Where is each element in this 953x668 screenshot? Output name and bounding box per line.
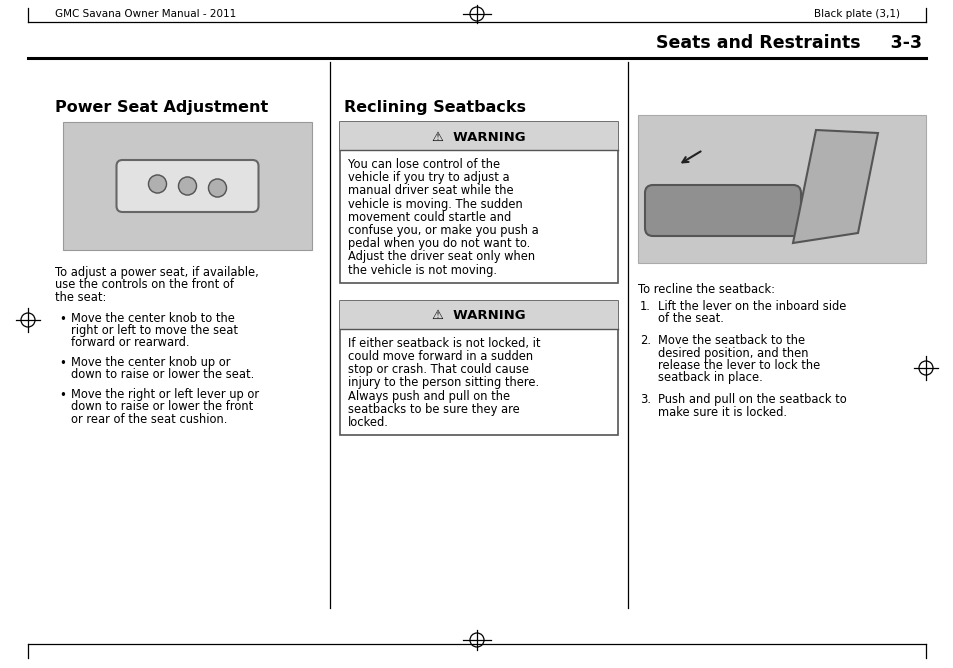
Text: down to raise or lower the seat.: down to raise or lower the seat. <box>71 369 254 381</box>
Text: forward or rearward.: forward or rearward. <box>71 337 190 349</box>
Text: •: • <box>59 389 66 402</box>
Text: seatbacks to be sure they are: seatbacks to be sure they are <box>348 403 519 415</box>
Text: GMC Savana Owner Manual - 2011: GMC Savana Owner Manual - 2011 <box>55 9 236 19</box>
Text: Seats and Restraints     3-3: Seats and Restraints 3-3 <box>656 34 921 52</box>
Circle shape <box>149 175 167 193</box>
Text: 3.: 3. <box>639 393 650 406</box>
Text: use the controls on the front of: use the controls on the front of <box>55 279 233 291</box>
Text: stop or crash. That could cause: stop or crash. That could cause <box>348 363 529 376</box>
Polygon shape <box>792 130 877 243</box>
Text: To recline the seatback:: To recline the seatback: <box>638 283 774 296</box>
Bar <box>339 122 618 283</box>
Text: pedal when you do not want to.: pedal when you do not want to. <box>348 237 530 250</box>
Text: •: • <box>59 313 66 325</box>
Text: Move the center knob up or: Move the center knob up or <box>71 356 231 369</box>
Text: movement could startle and: movement could startle and <box>348 211 511 224</box>
Text: release the lever to lock the: release the lever to lock the <box>658 359 820 372</box>
Text: manual driver seat while the: manual driver seat while the <box>348 184 513 198</box>
Text: make sure it is locked.: make sure it is locked. <box>658 405 786 418</box>
Text: ⚠  WARNING: ⚠ WARNING <box>432 309 525 322</box>
FancyBboxPatch shape <box>116 160 258 212</box>
Text: down to raise or lower the front: down to raise or lower the front <box>71 401 253 413</box>
Text: seatback in place.: seatback in place. <box>658 371 762 385</box>
Circle shape <box>209 179 226 197</box>
Text: Always push and pull on the: Always push and pull on the <box>348 389 510 403</box>
Circle shape <box>178 177 196 195</box>
Bar <box>339 301 618 435</box>
Text: locked.: locked. <box>348 416 389 429</box>
Text: Move the seatback to the: Move the seatback to the <box>658 334 804 347</box>
Bar <box>339 301 618 329</box>
Text: Lift the lever on the inboard side: Lift the lever on the inboard side <box>658 300 845 313</box>
Text: To adjust a power seat, if available,: To adjust a power seat, if available, <box>55 266 258 279</box>
Text: •: • <box>59 357 66 370</box>
FancyBboxPatch shape <box>644 185 801 236</box>
Text: 1.: 1. <box>639 300 650 313</box>
Bar <box>339 122 618 150</box>
Text: Adjust the driver seat only when: Adjust the driver seat only when <box>348 250 535 263</box>
Text: vehicle if you try to adjust a: vehicle if you try to adjust a <box>348 171 509 184</box>
Text: Move the right or left lever up or: Move the right or left lever up or <box>71 388 259 401</box>
Text: 2.: 2. <box>639 334 650 347</box>
Text: the seat:: the seat: <box>55 291 107 304</box>
Bar <box>63 122 312 250</box>
Text: You can lose control of the: You can lose control of the <box>348 158 499 171</box>
Text: Power Seat Adjustment: Power Seat Adjustment <box>55 100 268 115</box>
Text: right or left to move the seat: right or left to move the seat <box>71 324 237 337</box>
Text: desired position, and then: desired position, and then <box>658 347 807 359</box>
Text: Move the center knob to the: Move the center knob to the <box>71 311 234 325</box>
Text: vehicle is moving. The sudden: vehicle is moving. The sudden <box>348 198 522 210</box>
Text: confuse you, or make you push a: confuse you, or make you push a <box>348 224 538 237</box>
Text: of the seat.: of the seat. <box>658 313 723 325</box>
Text: If either seatback is not locked, it: If either seatback is not locked, it <box>348 337 540 350</box>
Text: injury to the person sitting there.: injury to the person sitting there. <box>348 376 538 389</box>
Text: the vehicle is not moving.: the vehicle is not moving. <box>348 264 497 277</box>
Text: could move forward in a sudden: could move forward in a sudden <box>348 350 533 363</box>
Text: ⚠  WARNING: ⚠ WARNING <box>432 130 525 144</box>
Text: Reclining Seatbacks: Reclining Seatbacks <box>344 100 525 115</box>
Text: Black plate (3,1): Black plate (3,1) <box>813 9 899 19</box>
Bar <box>638 115 925 263</box>
Text: Push and pull on the seatback to: Push and pull on the seatback to <box>658 393 846 406</box>
Text: or rear of the seat cushion.: or rear of the seat cushion. <box>71 413 227 426</box>
